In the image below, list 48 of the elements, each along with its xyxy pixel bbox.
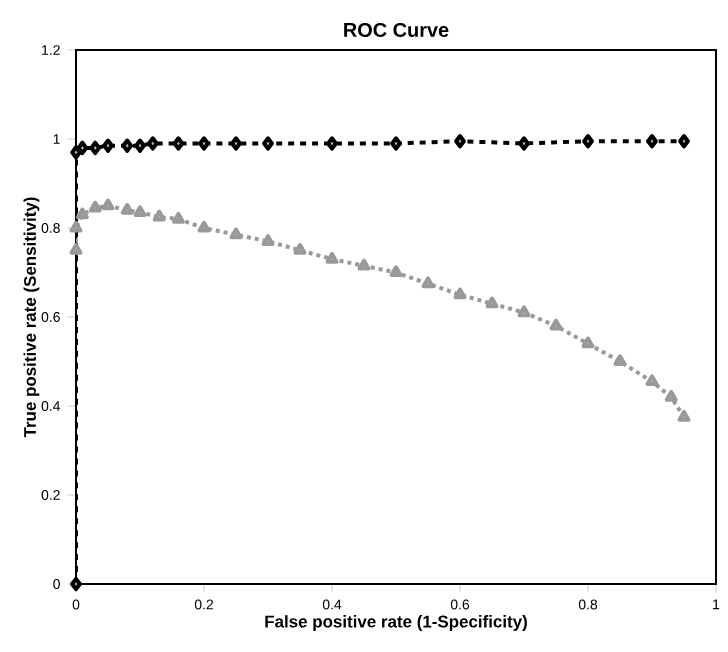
point bbox=[75, 207, 89, 220]
point bbox=[518, 136, 530, 151]
point bbox=[69, 243, 83, 255]
point bbox=[133, 205, 147, 218]
point bbox=[549, 318, 563, 331]
point bbox=[134, 138, 146, 153]
point bbox=[120, 203, 134, 215]
chart-title: ROC Curve bbox=[344, 22, 449, 37]
point bbox=[485, 296, 499, 309]
point bbox=[326, 136, 338, 151]
point bbox=[454, 134, 466, 149]
point bbox=[101, 198, 115, 211]
point bbox=[152, 209, 166, 222]
point bbox=[390, 136, 402, 151]
point bbox=[70, 145, 82, 160]
point bbox=[357, 258, 371, 271]
point bbox=[76, 140, 89, 156]
point bbox=[581, 336, 595, 349]
point bbox=[70, 576, 82, 592]
point bbox=[172, 136, 185, 151]
point bbox=[261, 234, 275, 246]
point bbox=[664, 389, 678, 402]
point bbox=[102, 138, 114, 153]
point bbox=[89, 140, 102, 156]
point bbox=[229, 227, 243, 240]
point bbox=[121, 138, 134, 153]
point bbox=[517, 305, 531, 318]
point bbox=[453, 287, 467, 300]
point bbox=[262, 136, 274, 151]
point bbox=[678, 134, 690, 149]
point bbox=[325, 251, 339, 264]
point bbox=[613, 354, 627, 367]
point bbox=[88, 200, 102, 213]
x-axis-title: False positive rate (1-Specificity) bbox=[265, 615, 527, 631]
point bbox=[197, 220, 211, 233]
point bbox=[230, 136, 242, 151]
point bbox=[421, 276, 435, 289]
point bbox=[582, 134, 594, 149]
point bbox=[646, 134, 658, 149]
y-axis-title: True positive rate (Sensitivity) bbox=[23, 197, 40, 438]
point bbox=[677, 409, 691, 422]
point bbox=[293, 243, 307, 255]
point bbox=[69, 220, 83, 233]
point bbox=[645, 374, 659, 387]
point bbox=[171, 211, 185, 224]
point bbox=[389, 265, 403, 278]
point bbox=[198, 136, 210, 151]
point bbox=[146, 136, 159, 151]
